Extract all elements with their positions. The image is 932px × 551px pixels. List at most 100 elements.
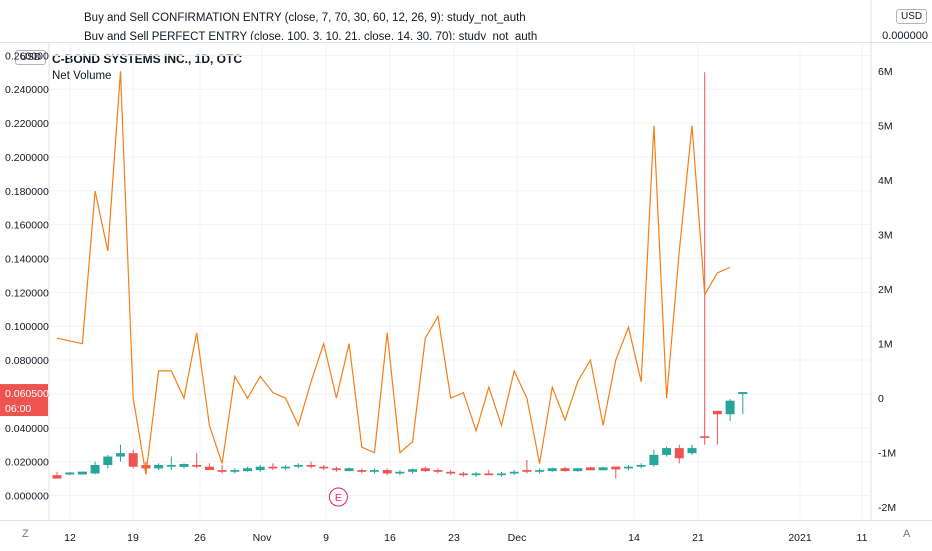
candle-body: [446, 471, 456, 474]
candle: [560, 466, 570, 472]
candle: [103, 454, 113, 469]
candle: [712, 410, 722, 445]
earnings-marker: E: [328, 487, 348, 507]
net-volume-line: [56, 71, 731, 475]
candle: [293, 463, 303, 469]
candle-body: [281, 466, 291, 469]
time-tick-label: 12: [64, 532, 76, 544]
candle-body: [573, 468, 583, 472]
time-tick-label: 16: [384, 532, 396, 544]
candle-body: [344, 468, 354, 472]
candle: [230, 468, 240, 474]
candle: [370, 468, 379, 474]
candle: [306, 461, 316, 469]
candle-body: [154, 465, 164, 469]
candle: [217, 465, 227, 474]
candle-body: [255, 466, 265, 471]
candle: [420, 466, 430, 472]
time-tick-label: 23: [448, 532, 460, 544]
candle-body: [700, 436, 710, 438]
candle: [408, 468, 418, 474]
candle-body: [662, 448, 672, 455]
candle-body: [649, 454, 659, 466]
candle: [166, 456, 176, 471]
candle: [611, 466, 621, 479]
volume-tick-label: 2M: [878, 284, 893, 296]
candle-body: [408, 469, 418, 472]
candle-body: [293, 465, 303, 467]
candle: [674, 444, 684, 464]
candle: [395, 470, 405, 476]
candle-body: [738, 392, 748, 395]
candle-body: [395, 471, 405, 474]
candle-body: [547, 468, 557, 472]
candle: [636, 463, 646, 469]
time-tick-label: 26: [194, 532, 206, 544]
candle: [357, 468, 367, 474]
candle: [585, 466, 595, 471]
time-tick-label: 14: [628, 532, 640, 544]
candle-body: [217, 470, 227, 472]
candle-body: [141, 465, 151, 469]
price-tick-label: 0.120000: [5, 287, 49, 299]
candle-body: [522, 470, 532, 472]
candle: [535, 468, 545, 474]
price-tick-label: 0.100000: [5, 321, 49, 333]
candle: [65, 471, 75, 476]
candle: [141, 461, 151, 471]
candle: [255, 465, 265, 472]
price-tick-label: 0.080000: [5, 355, 49, 367]
candle-body: [458, 473, 468, 476]
time-tick-label: 2021: [788, 532, 812, 544]
price-tick-label: 0.000000: [5, 490, 49, 502]
candle-body: [179, 464, 189, 467]
candle: [116, 444, 125, 462]
main-currency-badge[interactable]: USD: [15, 50, 47, 65]
bar-countdown: 06:00: [5, 403, 31, 415]
candle-body: [230, 470, 240, 472]
candle-body: [420, 468, 430, 472]
candles: [52, 72, 748, 479]
net-volume-label[interactable]: Net Volume: [52, 70, 112, 82]
candle: [268, 463, 278, 471]
candle-body: [166, 465, 176, 467]
earnings-marker-label: E: [335, 492, 342, 504]
candle-body: [103, 456, 113, 466]
price-tick-label: 0.160000: [5, 220, 49, 232]
candle: [484, 470, 494, 476]
volume-tick-label: 6M: [878, 66, 893, 78]
candle-body: [585, 467, 595, 471]
volume-tick-label: 0: [878, 393, 884, 405]
candle: [192, 453, 202, 469]
last-price-badge-bg: [0, 384, 48, 417]
top-pane-currency-badge[interactable]: USD: [896, 9, 928, 24]
candle: [382, 468, 392, 476]
time-tick-label: Nov: [253, 532, 272, 544]
volume-tick-label: -2M: [878, 502, 896, 514]
candle-body: [52, 475, 62, 479]
price-tick-label: 0.140000: [5, 253, 49, 265]
last-price-value: 0.060500: [5, 388, 49, 400]
candle: [738, 392, 748, 415]
earnings-marker-circle: [328, 487, 348, 507]
price-tick-label: 0.020000: [5, 457, 49, 469]
candle-body: [471, 473, 481, 476]
candle: [52, 471, 62, 479]
time-tick-label: Dec: [508, 532, 527, 544]
price-tick-label: 0.220000: [5, 118, 49, 130]
auto-scale-button[interactable]: A: [903, 528, 911, 540]
zoom-button[interactable]: Z: [22, 528, 29, 540]
candle: [77, 471, 87, 475]
candle: [319, 465, 329, 471]
candle-body: [433, 470, 443, 472]
candle: [687, 444, 697, 455]
study-legend-1[interactable]: Buy and Sell CONFIRMATION ENTRY (close, …: [84, 12, 526, 24]
candle-body: [611, 466, 621, 470]
candle: [471, 471, 481, 477]
study-legend-2[interactable]: Buy and Sell PERFECT ENTRY (close, 100, …: [84, 31, 538, 43]
grid-lines: [50, 44, 870, 518]
candle-body: [319, 466, 329, 469]
candle-body: [243, 468, 252, 472]
time-tick-label: 21: [692, 532, 704, 544]
